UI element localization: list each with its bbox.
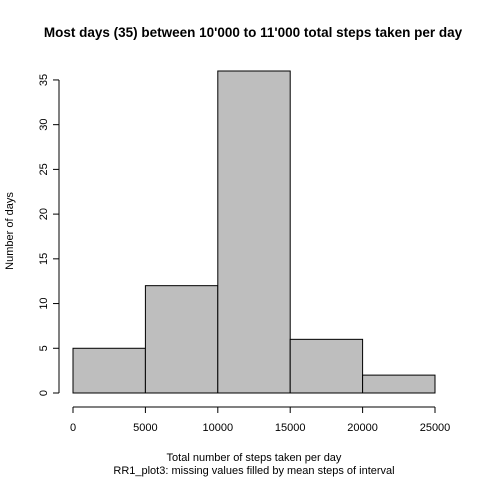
y-tick-label: 0 [38,390,50,396]
chart-subtitle: RR1_plot3: missing values filled by mean… [113,465,394,477]
bar-4 [362,374,436,394]
y-tick-label: 30 [38,119,50,131]
x-tick-label: 25000 [420,422,451,434]
y-tick-label: 15 [38,253,50,265]
y-tick-label: 20 [38,208,50,220]
x-tick-label: 20000 [347,422,378,434]
y-axis-label: Number of days [4,192,16,270]
x-tick-label: 15000 [275,422,306,434]
x-axis: 0 5000 10000 15000 20000 25000 [70,406,451,434]
y-tick-label: 35 [38,74,50,86]
x-tick-label: 5000 [133,422,157,434]
bar-3 [289,338,364,394]
x-tick-label: 10000 [203,422,234,434]
y-axis: 0 5 10 15 20 25 30 35 [38,74,60,396]
y-tick-label: 5 [38,345,50,351]
x-axis-label: Total number of steps taken per day [167,452,342,464]
bars-group [72,70,436,394]
bar-0 [72,347,146,394]
bar-2 [217,70,291,394]
y-tick-label: 25 [38,163,50,175]
chart-title: Most days (35) between 10'000 to 11'000 … [44,25,463,40]
bar-1 [144,285,219,394]
x-tick-label: 0 [70,422,76,434]
y-tick-label: 10 [38,297,50,309]
